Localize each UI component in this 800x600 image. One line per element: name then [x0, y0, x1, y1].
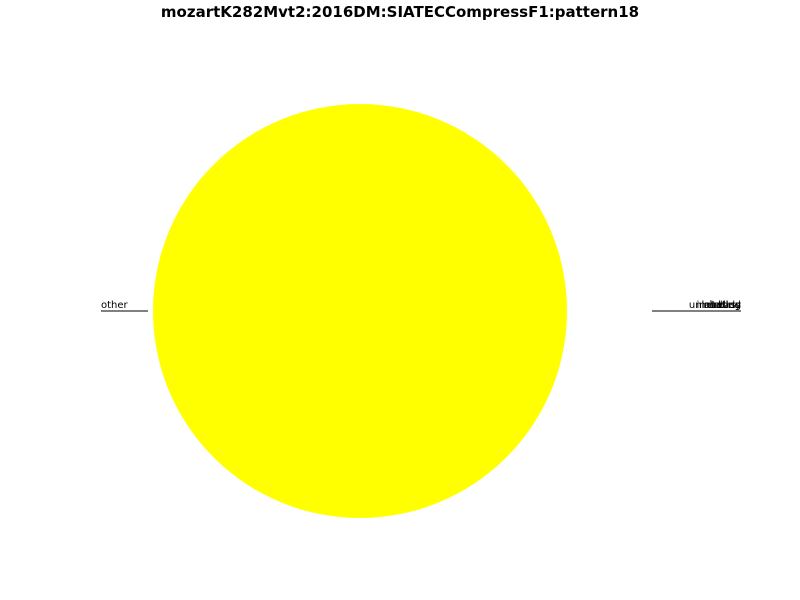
pie-label-bass: bass [718, 300, 741, 311]
pie-slice-other [153, 104, 567, 518]
pie-label-melody: melody [704, 300, 741, 311]
chart-title: mozartK282Mvt2:2016DM:SIATECCompressF1:p… [160, 3, 640, 21]
pie-label-group-unlabelled: unlabelled [652, 300, 741, 312]
pie-label-group-other: other [101, 300, 148, 312]
pie-label-other: other [101, 300, 129, 311]
pie-label-ending: ending [707, 300, 741, 311]
pie-slices [153, 104, 567, 518]
pie-label-imitation: imitation [696, 300, 741, 311]
pie-label-unlabelled: unlabelled [689, 300, 741, 311]
